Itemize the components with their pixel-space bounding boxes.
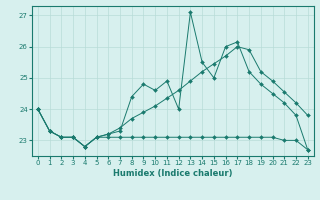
X-axis label: Humidex (Indice chaleur): Humidex (Indice chaleur) — [113, 169, 233, 178]
